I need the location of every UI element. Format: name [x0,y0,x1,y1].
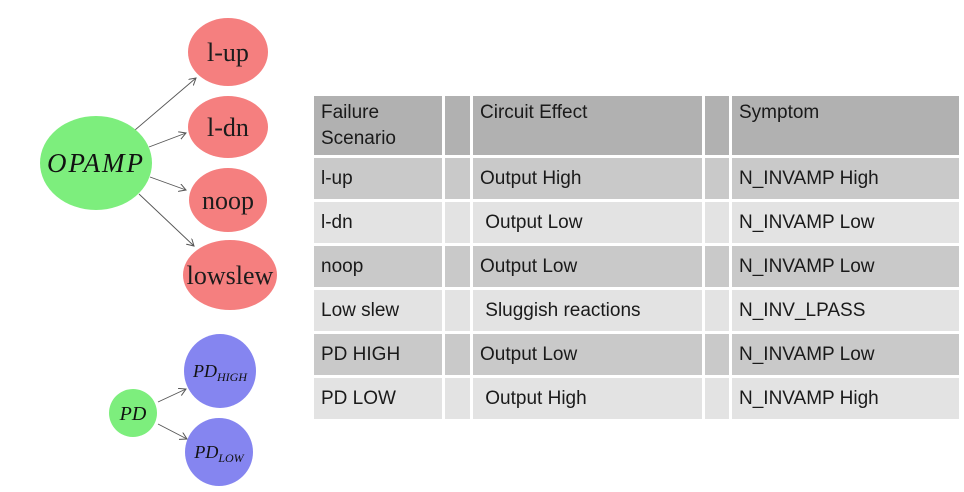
pdhigh-node: PDHIGH [184,334,256,408]
cell-scenario: Low slew [314,290,442,331]
header-circuit-effect: Circuit Effect [473,96,702,155]
opamp-node-shape [40,116,152,210]
pdhigh-node-label: PDHIGH [192,361,248,384]
cell-spacer [705,290,729,331]
table-row: noop Output Low N_INVAMP Low [314,246,959,287]
cell-scenario: PD HIGH [314,334,442,375]
noop-node-label: noop [202,186,254,215]
lup-node: l-up [188,18,268,86]
lup-node-label: l-up [207,38,249,67]
cell-scenario: l-dn [314,202,442,243]
cell-spacer [445,158,470,199]
table-header-row: Failure Scenario Circuit Effect Symptom [314,96,959,155]
pdlow-node-label: PDLOW [193,442,244,465]
cell-symptom: N_INVAMP Low [732,334,959,375]
cell-spacer [705,334,729,375]
edge-pd-pdhigh [157,389,186,403]
opamp-node: OPAMP [40,116,152,210]
cell-scenario: noop [314,246,442,287]
table-row: l-dn Output Low N_INVAMP Low [314,202,959,243]
cell-symptom: N_INVAMP Low [732,202,959,243]
failure-table: Failure Scenario Circuit Effect Symptom … [311,93,962,422]
edge-opamp-noop [149,176,186,190]
cell-spacer [445,378,470,419]
cell-effect: Output High [473,378,702,419]
cell-effect: Sluggish reactions [473,290,702,331]
cell-effect: Output Low [473,334,702,375]
pdlow-node: PDLOW [185,418,253,486]
fault-tree-diagram: OPAMP l-up l-dn noop lowslew PD [40,18,277,486]
table-row: PD LOW Output High N_INVAMP High [314,378,959,419]
pd-node-label: PD [119,403,147,425]
lowslew-node-label: lowslew [187,261,274,290]
edge-opamp-ldn [148,133,186,148]
table-row: PD HIGH Output Low N_INVAMP Low [314,334,959,375]
cell-spacer [705,202,729,243]
edge-pd-pdlow [157,423,187,439]
header-symptom: Symptom [732,96,959,155]
pdlow-node-shape [185,418,253,486]
ldn-node: l-dn [188,96,268,158]
cell-effect: Output High [473,158,702,199]
lowslew-node: lowslew [183,240,277,310]
cell-symptom: N_INVAMP High [732,378,959,419]
header-spacer-2 [705,96,729,155]
cell-effect: Output Low [473,202,702,243]
lowslew-node-shape [183,240,277,310]
noop-node-shape [189,168,267,232]
pd-node-shape [109,389,157,437]
cell-spacer [705,246,729,287]
cell-spacer [445,290,470,331]
edge-opamp-lowslew [138,193,194,246]
cell-spacer [705,158,729,199]
cell-symptom: N_INVAMP High [732,158,959,199]
edge-opamp-lup [134,78,196,131]
cell-spacer [445,202,470,243]
lup-node-shape [188,18,268,86]
cell-scenario: l-up [314,158,442,199]
cell-symptom: N_INV_LPASS [732,290,959,331]
cell-scenario: PD LOW [314,378,442,419]
ldn-node-shape [188,96,268,158]
pd-node: PD [109,389,157,437]
cell-spacer [705,378,729,419]
ldn-node-label: l-dn [207,113,249,142]
cell-symptom: N_INVAMP Low [732,246,959,287]
opamp-node-label: OPAMP [47,148,145,178]
cell-effect: Output Low [473,246,702,287]
cell-spacer [445,334,470,375]
pdhigh-node-shape [184,334,256,408]
table-row: Low slew Sluggish reactions N_INV_LPASS [314,290,959,331]
cell-spacer [445,246,470,287]
header-spacer-1 [445,96,470,155]
table-row: l-up Output High N_INVAMP High [314,158,959,199]
noop-node: noop [189,168,267,232]
header-failure-scenario: Failure Scenario [314,96,442,155]
